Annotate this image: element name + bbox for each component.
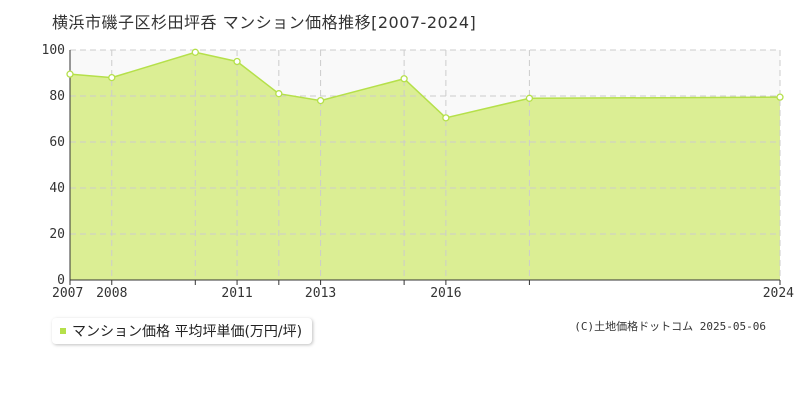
- y-tick-label: 60: [49, 135, 65, 150]
- grid-layer: [70, 49, 781, 280]
- y-tick-label: 80: [49, 89, 65, 104]
- x-tick-label: 2013: [305, 286, 336, 301]
- line-layer: [69, 51, 781, 119]
- x-tick-label: 2024: [763, 286, 794, 301]
- data-point: [191, 48, 199, 56]
- data-point: [316, 96, 325, 105]
- x-tick-label: 2011: [221, 286, 252, 301]
- data-point: [275, 90, 283, 98]
- y-tick-label: 40: [49, 181, 65, 196]
- area-layer: [70, 52, 780, 280]
- y-tick-labels: 0 20 40 60 80 100: [42, 43, 65, 288]
- x-tick-label: 2008: [96, 286, 127, 301]
- x-tick-label: 2016: [430, 286, 461, 301]
- data-point: [66, 70, 74, 78]
- data-point: [776, 93, 784, 101]
- data-point: [525, 94, 534, 102]
- data-point: [108, 73, 116, 82]
- axis-layer: [69, 50, 781, 285]
- legend: マンション価格 平均坪単価(万円/坪): [52, 318, 313, 344]
- legend-swatch: [60, 328, 66, 334]
- x-tick-labels: 2007 2008 2011 2013 2016 2024: [52, 286, 794, 301]
- legend-label: マンション価格 平均坪単価(万円/坪): [72, 324, 303, 340]
- x-tick-label: 2007: [52, 286, 83, 301]
- data-point: [233, 57, 241, 66]
- data-point: [400, 75, 408, 83]
- y-tick-label: 0: [57, 273, 65, 288]
- series-line: [69, 51, 781, 119]
- data-point: [442, 114, 450, 122]
- copyright: (C)土地価格ドットコム 2025-05-06: [574, 320, 766, 333]
- series-area: [70, 52, 780, 280]
- chart-title: 横浜市磯子区杉田坪呑 マンション価格推移[2007-2024]: [52, 13, 477, 32]
- point-layer: [66, 48, 784, 122]
- y-tick-label: 20: [49, 227, 65, 242]
- y-tick-label: 100: [42, 43, 65, 58]
